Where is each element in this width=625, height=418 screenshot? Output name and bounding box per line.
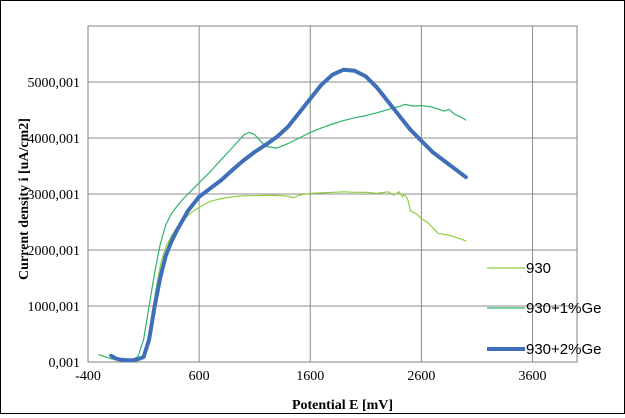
legend-label: 930+2%Ge bbox=[526, 341, 601, 358]
legend-label: 930 bbox=[526, 260, 551, 277]
y-tick-label: 1000,001 bbox=[28, 300, 81, 315]
plot-area bbox=[87, 25, 578, 363]
x-axis-title: Potential E [mV] bbox=[292, 398, 393, 413]
y-tick-label: 4000,001 bbox=[28, 132, 81, 147]
x-tick-label: 3600 bbox=[519, 369, 547, 384]
series-line-1 bbox=[108, 191, 467, 362]
y-tick-label: 5000,001 bbox=[28, 76, 81, 91]
y-axis-title: Current density i [uA/cm2] bbox=[17, 118, 32, 280]
series-group bbox=[98, 67, 468, 363]
series-line-3 bbox=[109, 67, 468, 363]
legend: 930 930+1%Ge 930+2%Ge bbox=[487, 260, 601, 358]
x-tick-label: 2600 bbox=[407, 369, 435, 384]
tick-labels: 0,001 1000,001 2000,001 3000,001 4000,001 500… bbox=[28, 76, 547, 384]
y-tick-label: 3000,001 bbox=[28, 188, 81, 203]
legend-label: 930+1%Ge bbox=[526, 300, 601, 317]
x-tick-label: 600 bbox=[189, 369, 210, 384]
y-tick-label: 0,001 bbox=[49, 356, 81, 371]
y-tick-label: 2000,001 bbox=[28, 244, 81, 259]
x-tick-label: 1600 bbox=[296, 369, 324, 384]
x-tick-label: -400 bbox=[75, 369, 101, 384]
series-line-2 bbox=[98, 103, 467, 361]
